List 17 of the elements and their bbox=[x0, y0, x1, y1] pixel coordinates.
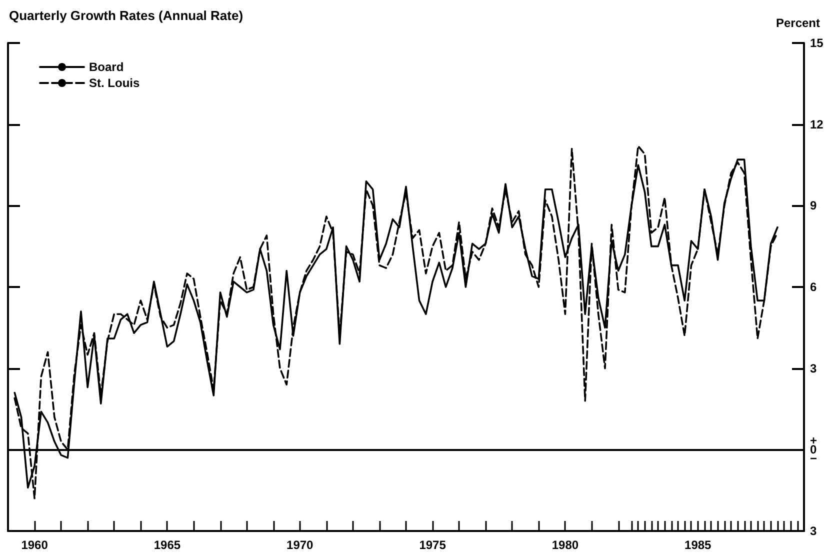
y-tick-label: 9 bbox=[810, 198, 817, 213]
x-tick-label: 1985 bbox=[684, 538, 712, 552]
y-tick-label: + 0 − bbox=[810, 434, 818, 466]
x-tick-label: 1980 bbox=[552, 538, 579, 552]
legend-label: Board bbox=[89, 60, 124, 74]
x-tick-label: 1975 bbox=[419, 538, 446, 552]
x-tick-label: 1960 bbox=[21, 538, 48, 552]
y-axis-title: Percent bbox=[776, 16, 820, 30]
x-tick-label: 1970 bbox=[286, 538, 314, 552]
y-tick-label: 3 bbox=[810, 361, 817, 376]
y-tick-label: 3 bbox=[810, 524, 817, 538]
legend-label: St. Louis bbox=[89, 76, 140, 90]
y-tick-label: 6 bbox=[810, 280, 817, 294]
chart-title: Quarterly Growth Rates (Annual Rate) bbox=[9, 8, 244, 23]
y-tick-label: 12 bbox=[810, 117, 824, 132]
y-tick-label: 15 bbox=[810, 36, 824, 50]
x-tick-label: 1965 bbox=[154, 538, 181, 552]
